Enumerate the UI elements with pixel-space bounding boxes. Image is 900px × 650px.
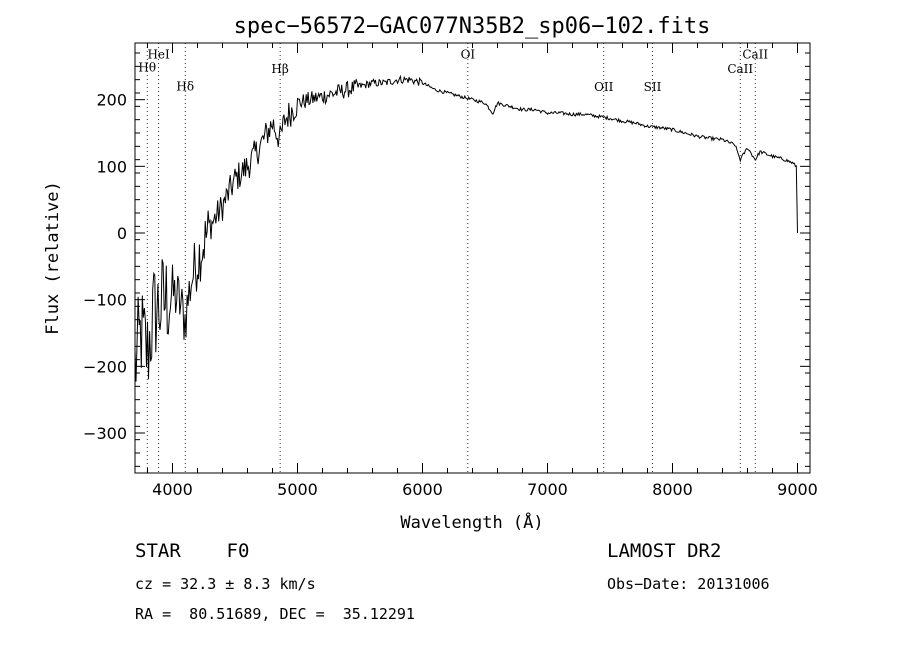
object-class: STAR F0: [135, 540, 250, 562]
spectral-line-label: OI: [461, 47, 476, 61]
x-tick-label: 5000: [277, 480, 318, 499]
spectral-line-label: CaII: [742, 47, 768, 61]
axis-ticks: 4000 5000 6000 7000 8000 9000 −300 −200 −100 0 100…: [83, 43, 818, 499]
x-tick-label: 8000: [652, 480, 693, 499]
spectral-line-label: SII: [644, 80, 662, 94]
y-tick-label: 200: [96, 91, 127, 110]
y-tick-label: −200: [83, 357, 127, 376]
coordinates: RA = 80.51689, DEC = 35.12291: [135, 605, 415, 623]
plot-frame: [134, 42, 811, 474]
spectrum-series-line: [134, 74, 798, 382]
x-tick-label: 7000: [527, 480, 568, 499]
y-tick-label: 100: [96, 157, 127, 176]
x-tick-label: 4000: [152, 480, 193, 499]
spectral-line-label: Hθ: [138, 61, 156, 75]
y-tick-label: −100: [83, 291, 127, 310]
spectral-line-label: Hβ: [271, 62, 288, 76]
observation-date: Obs−Date: 20131006: [607, 575, 770, 593]
y-tick-label: 0: [117, 224, 127, 243]
chart-title: spec−56572−GAC077N35B2_sp06−102.fits: [234, 14, 711, 39]
survey-name: LAMOST DR2: [607, 540, 722, 562]
spectral-line-label: CaII: [727, 62, 753, 76]
spectral-line-label: OII: [594, 80, 614, 94]
spectral-line-label: Hδ: [176, 79, 194, 93]
y-tick-label: −300: [83, 424, 127, 443]
x-tick-label: 9000: [777, 480, 818, 499]
x-axis-label: Wavelength (Å): [400, 511, 543, 533]
y-axis-label: Flux (relative): [43, 181, 63, 335]
spectral-line-label: HeI: [147, 47, 170, 61]
redshift-velocity: cz = 32.3 ± 8.3 km/s: [135, 575, 316, 593]
x-tick-label: 6000: [402, 480, 443, 499]
